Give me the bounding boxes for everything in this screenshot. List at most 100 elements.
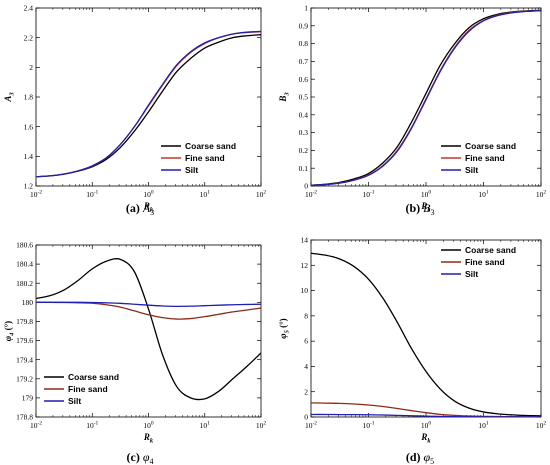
legend-box (157, 140, 257, 182)
panel-caption: (a) A3 (126, 201, 154, 217)
y-tick-label: 2.2 (24, 33, 34, 42)
y-tick-label: 2 (304, 387, 308, 396)
x-axis-label: Rk (143, 201, 154, 214)
y-tick-label: 6 (304, 337, 308, 346)
y-tick-label: 180.2 (16, 279, 33, 288)
y-tick-label: 12 (301, 261, 309, 270)
legend-box (40, 371, 132, 413)
y-tick-label: 0 (304, 413, 308, 422)
x-tick-label: 101 (200, 190, 211, 200)
legend-label: Coarse sand (465, 245, 516, 255)
legend-label: Coarse sand (185, 141, 236, 151)
x-axis-label: Rk (143, 432, 154, 445)
x-tick-label: 10-1 (362, 421, 374, 431)
y-tick-label: 0.1 (299, 164, 309, 173)
legend-label: Silt (465, 165, 478, 175)
y-tick-label: 0.5 (299, 93, 309, 102)
panel-2: 10-2 10-1 100 101 102 0 0.1 0.2 0.3 0.4 0.5 0.6 0.7 0… (278, 4, 546, 217)
y-tick-label: 179.2 (16, 374, 33, 383)
panel-3: 10-2 10-1 100 101 102 178.8 179 179.2 179.4 179.6… (3, 241, 266, 465)
y-tick-label: 0.7 (299, 57, 309, 66)
legend-label: Silt (68, 396, 81, 406)
y-tick-label: 8 (304, 311, 308, 320)
x-tick-label: 102 (536, 421, 547, 431)
legend-box (437, 244, 537, 286)
legend-label: Fine sand (465, 257, 505, 267)
y-tick-label: 179 (22, 393, 34, 402)
series-line-coarse-sand (311, 252, 541, 417)
legend-label: Silt (185, 165, 198, 175)
panel-caption: (c) φ4 (127, 450, 154, 465)
legend-label: Fine sand (185, 153, 225, 163)
y-tick-label: 180 (22, 298, 34, 307)
y-tick-label: 2 (29, 63, 33, 72)
x-axis-label: Rk (420, 201, 431, 214)
series-line-coarse-sand (311, 9, 541, 186)
y-tick-label: 180.4 (16, 260, 33, 269)
x-tick-label: 10-1 (86, 190, 98, 200)
x-tick-label: 10-1 (362, 190, 374, 200)
panel-caption: (b) B3 (405, 201, 434, 217)
y-tick-label: 1.8 (24, 93, 34, 102)
y-tick-label: 0.6 (299, 75, 309, 84)
y-axis-label: B3 (278, 92, 291, 103)
series-line-silt (311, 413, 541, 417)
y-tick-label: 2.4 (24, 4, 34, 13)
x-tick-label: 101 (478, 421, 489, 431)
legend-label: Coarse sand (68, 372, 119, 382)
y-tick-label: 0.9 (299, 21, 309, 30)
legend-label: Silt (465, 269, 478, 279)
x-tick-label: 10-2 (305, 190, 317, 200)
series-line-silt (36, 30, 261, 178)
panel-4: 10-2 10-1 100 101 102 0 2 4 6 8 10 12 14 Rk φ5 (°) Coar… (278, 236, 546, 465)
x-tick-label: 100 (143, 190, 154, 200)
y-axis-label: A3 (3, 92, 16, 103)
x-tick-label: 102 (256, 421, 267, 431)
y-tick-label: 1.2 (24, 182, 34, 191)
legend: Coarse sand Fine sand Silt (157, 140, 257, 182)
legend: Coarse sand Fine sand Silt (437, 244, 537, 286)
y-tick-label: 4 (304, 362, 308, 371)
x-tick-label: 10-2 (305, 421, 317, 431)
series-line-silt (311, 10, 541, 186)
x-axis-label: Rk (420, 432, 431, 445)
y-tick-label: 179.8 (16, 317, 33, 326)
x-tick-label: 10-2 (30, 190, 42, 200)
legend: Coarse sand Fine sand Silt (437, 140, 537, 182)
legend-box (437, 140, 537, 182)
legend-label: Fine sand (465, 153, 505, 163)
y-tick-label: 1 (304, 4, 308, 13)
x-tick-label: 10-1 (86, 421, 98, 431)
y-tick-label: 0.3 (299, 128, 309, 137)
y-tick-label: 0.4 (299, 110, 309, 119)
panel-1: 10-2 10-1 100 101 102 1.2 1.4 1.6 1.8 2 2.2 2.4 Rk A3… (3, 4, 266, 217)
y-tick-label: 179.6 (16, 336, 33, 345)
x-tick-label: 100 (143, 421, 154, 431)
panel-caption: (d) φ5 (406, 450, 434, 465)
x-tick-label: 101 (200, 421, 211, 431)
y-axis-label: φ4 (°) (3, 321, 16, 341)
y-tick-label: 14 (301, 236, 309, 245)
y-tick-label: 0 (304, 182, 308, 191)
legend-label: Coarse sand (465, 141, 516, 151)
y-tick-label: 1.4 (24, 152, 34, 161)
x-tick-label: 102 (256, 190, 267, 200)
x-tick-label: 102 (536, 190, 547, 200)
series-line-coarse-sand (36, 258, 261, 401)
legend: Coarse sand Fine sand Silt (40, 371, 132, 413)
series-line-silt (36, 301, 261, 308)
y-tick-label: 178.8 (16, 413, 33, 422)
x-tick-label: 101 (478, 190, 489, 200)
y-tick-label: 180.6 (16, 241, 33, 250)
y-tick-label: 10 (301, 286, 309, 295)
y-tick-label: 179.4 (16, 355, 33, 364)
y-tick-label: 1.6 (24, 122, 34, 131)
legend-label: Fine sand (68, 384, 108, 394)
x-tick-label: 100 (421, 421, 432, 431)
y-tick-label: 0.8 (299, 39, 309, 48)
y-tick-label: 0.2 (299, 146, 309, 155)
y-axis-label: φ5 (°) (278, 318, 291, 338)
x-tick-label: 10-2 (30, 421, 42, 431)
x-tick-label: 100 (421, 190, 432, 200)
